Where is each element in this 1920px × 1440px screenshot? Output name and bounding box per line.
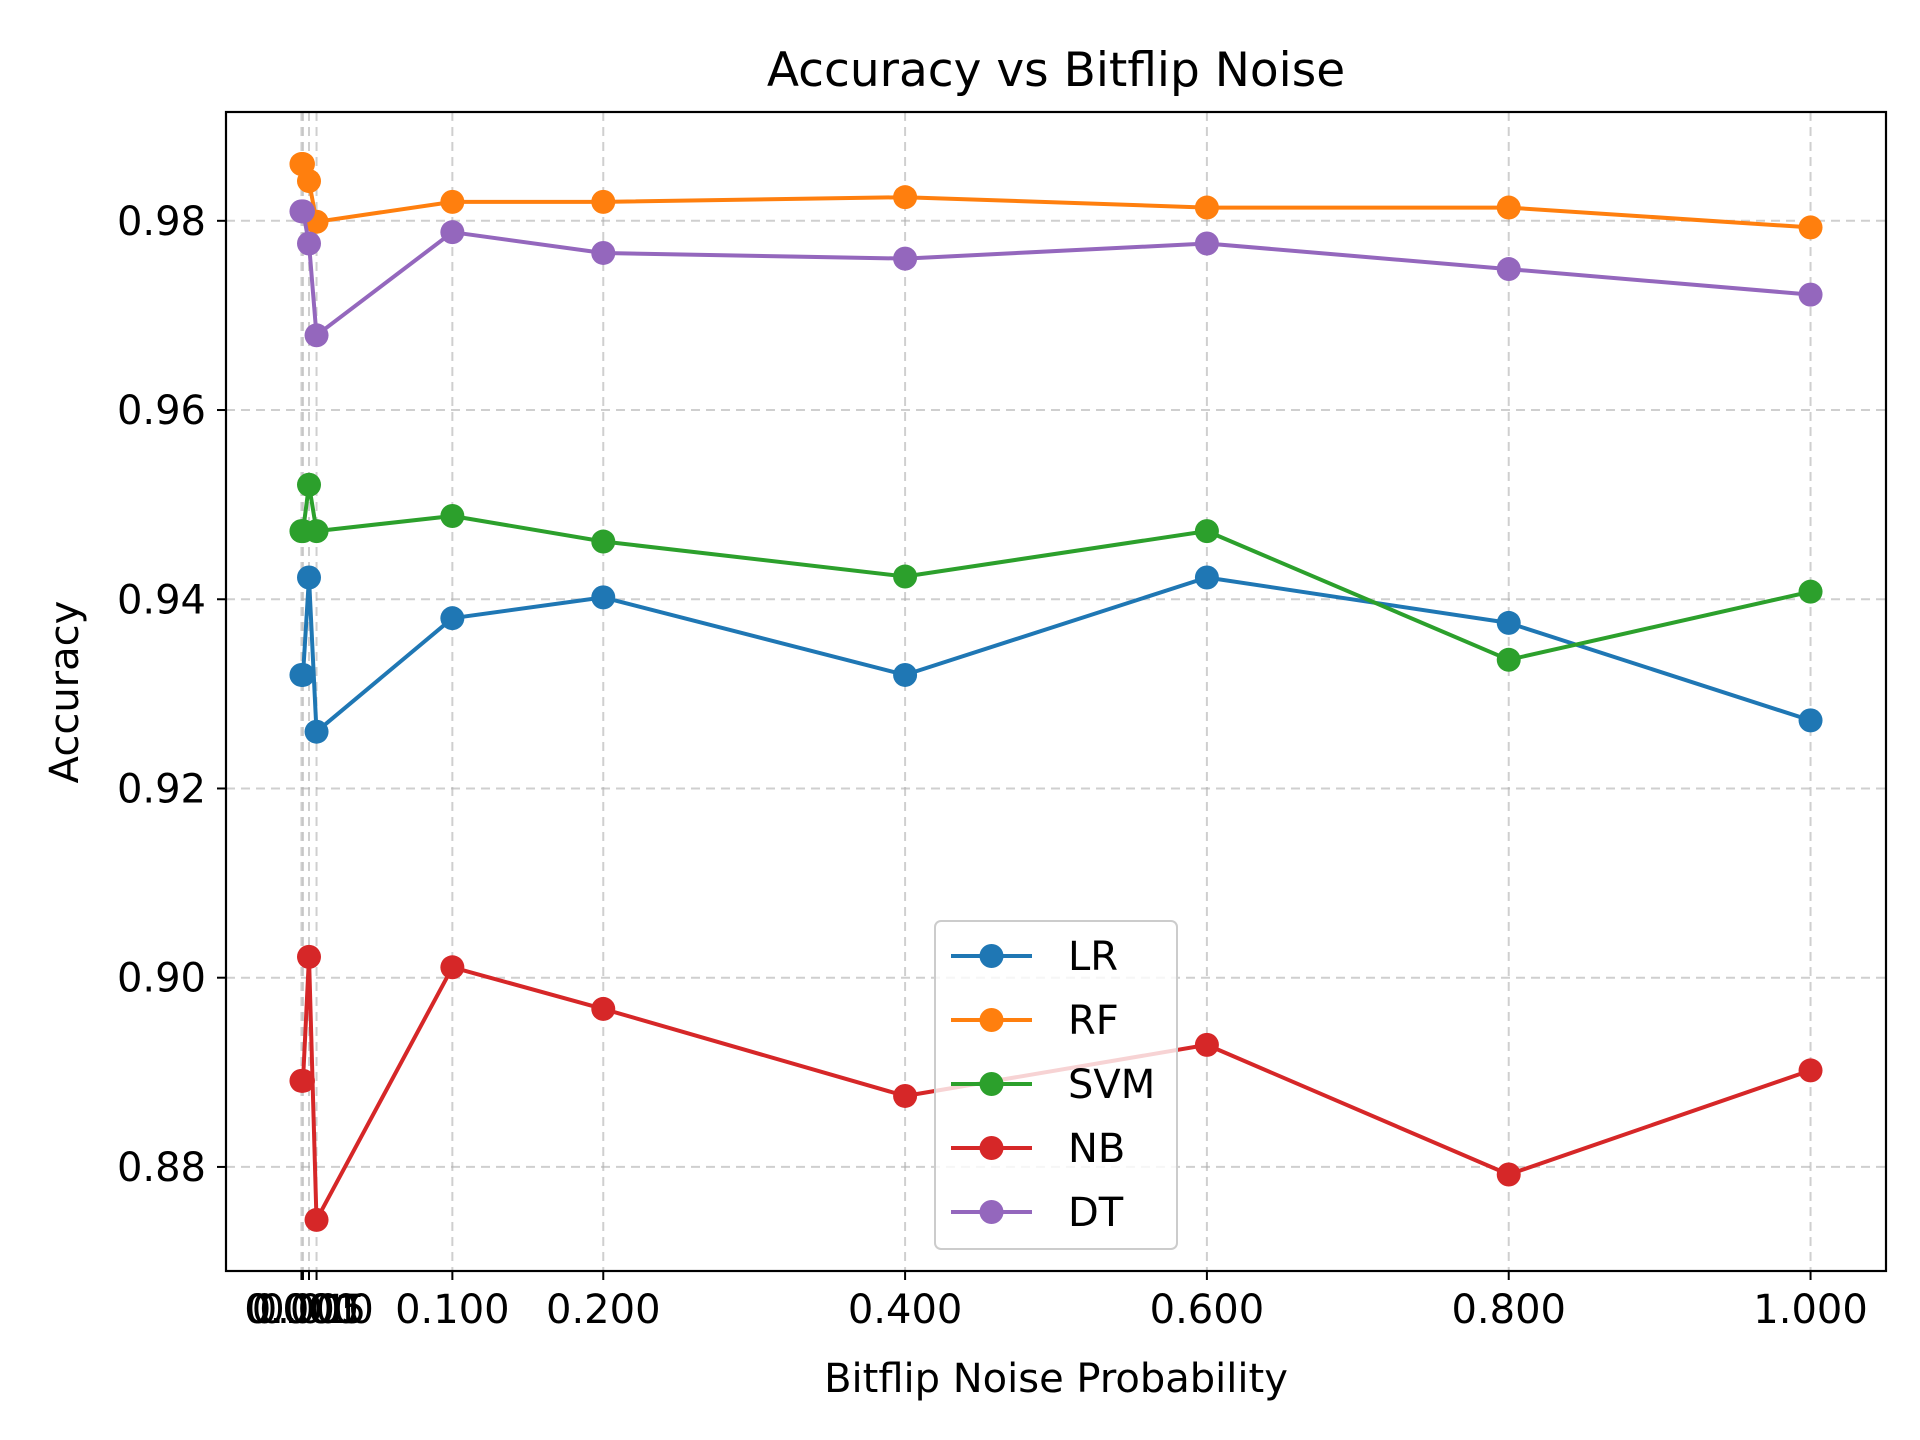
x-tick-label: 0.200 <box>546 1287 661 1333</box>
data-point-nb <box>297 944 321 969</box>
legend-entries: LR RF SVM NB DT <box>951 934 1155 1236</box>
data-point-lr <box>297 565 321 590</box>
legend-marker-nb <box>979 1136 1004 1160</box>
series-line-lr <box>301 575 1812 734</box>
legend-label-lr: LR <box>1068 934 1118 980</box>
data-point-nb <box>1496 1162 1521 1187</box>
legend-label-dt: DT <box>1068 1190 1124 1236</box>
x-tick-label: 0.005 <box>252 1287 367 1333</box>
data-point-rf <box>297 169 321 194</box>
data-point-nb <box>290 1068 315 1093</box>
data-point-svm <box>1496 647 1521 672</box>
data-point-lr <box>591 585 616 610</box>
x-tick-label: 0.600 <box>1150 1287 1265 1333</box>
y-tick-label: 0.92 <box>117 766 206 812</box>
series-line-nb <box>301 954 1812 1222</box>
data-point-nb <box>304 1207 329 1232</box>
legend-label-svm: SVM <box>1068 1062 1155 1108</box>
data-point-lr <box>1496 610 1521 635</box>
data-point-nb <box>1798 1058 1823 1083</box>
data-point-rf <box>591 189 616 214</box>
data-point-lr <box>440 606 465 631</box>
series-line-rf <box>301 162 1811 230</box>
data-point-lr <box>304 719 329 744</box>
data-point-dt <box>591 240 616 265</box>
data-point-lr <box>290 662 315 687</box>
x-tick-label: 1.000 <box>1753 1287 1868 1333</box>
data-point-dt <box>440 220 465 245</box>
y-tick-label: 0.94 <box>117 577 206 623</box>
data-point-svm <box>440 503 465 528</box>
y-tick-label: 0.98 <box>117 199 206 245</box>
data-point-nb <box>1194 1032 1219 1057</box>
x-tick-label: 0.010 <box>259 1287 374 1333</box>
data-point-rf <box>440 189 465 214</box>
data-point-dt <box>1194 231 1219 256</box>
legend-marker-rf <box>979 1008 1004 1032</box>
data-point-svm <box>304 519 329 544</box>
y-axis-label: Accuracy <box>42 601 88 784</box>
chart-title: Accuracy vs Bitflip Noise <box>767 43 1345 98</box>
data-point-dt <box>893 246 918 271</box>
data-point-svm <box>591 529 616 554</box>
legend-marker-lr <box>979 944 1004 968</box>
legend-marker-svm <box>979 1072 1004 1096</box>
x-tick-label: 0.100 <box>395 1287 510 1333</box>
series-layer <box>289 152 1823 1232</box>
data-point-nb <box>893 1083 918 1108</box>
data-point-nb <box>440 955 465 980</box>
x-tick-label: 0.001 <box>246 1287 361 1333</box>
data-point-svm <box>893 564 918 589</box>
data-point-dt <box>304 323 329 348</box>
data-point-dt <box>1798 282 1823 307</box>
x-tick-label: 0.000 <box>244 1287 359 1333</box>
series-line-svm <box>301 482 1811 662</box>
data-point-rf <box>1496 195 1521 220</box>
x-tick-label: 0.400 <box>848 1287 963 1333</box>
y-tick-label: 0.90 <box>117 956 206 1002</box>
data-point-svm <box>1798 579 1823 604</box>
legend-box <box>934 920 1178 1250</box>
legend-label-nb: NB <box>1068 1126 1125 1172</box>
data-point-svm <box>1194 519 1219 544</box>
data-point-rf <box>893 185 918 210</box>
data-point-lr <box>1194 565 1219 590</box>
y-tick-label: 0.88 <box>117 1145 206 1191</box>
data-point-svm <box>297 472 321 497</box>
data-point-nb <box>591 996 616 1021</box>
data-point-lr <box>893 662 918 687</box>
legend-label-rf: RF <box>1068 998 1119 1044</box>
legend-marker-dt <box>979 1200 1004 1224</box>
data-point-rf <box>1798 215 1823 240</box>
series-line-dt <box>301 209 1811 338</box>
data-point-rf <box>1194 195 1219 220</box>
data-point-dt <box>290 199 315 224</box>
x-tick-label: 0.800 <box>1451 1287 1566 1333</box>
legend: LR RF SVM NB DT <box>934 920 1178 1250</box>
plot-area-frame <box>224 110 1888 1273</box>
y-tick-label: 0.96 <box>117 388 206 434</box>
data-point-lr <box>1798 708 1823 733</box>
data-point-dt <box>297 231 321 256</box>
x-axis-label: Bitflip Noise Probability <box>824 1356 1288 1402</box>
data-point-dt <box>1496 257 1521 282</box>
